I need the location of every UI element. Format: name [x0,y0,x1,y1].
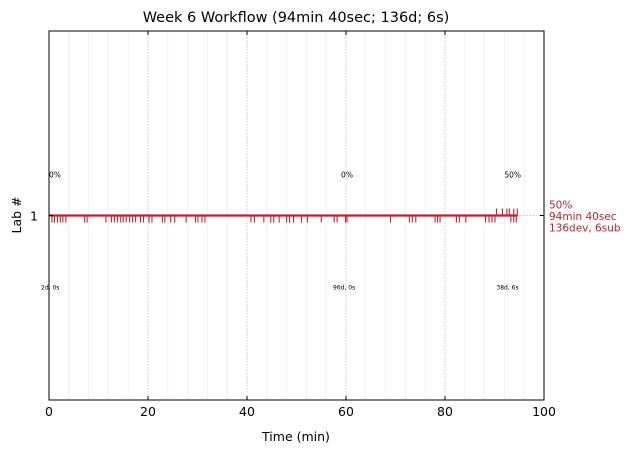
segment-count-label: 38d, 6s [496,285,518,292]
x-tick-label: 80 [437,404,453,419]
segment-labels: 0% 2d, 0s 0% 96d, 0s 50% 38d, 6s [41,171,521,292]
x-tick-label: 0 [45,404,53,419]
segment-count-label: 2d, 0s [41,285,59,292]
chart-title: Week 6 Workflow (94min 40sec; 136d; 6s) [143,10,450,26]
summary-line: 136dev, 6sub [549,223,621,235]
x-tick-label: 20 [140,404,156,419]
y-tick-label: 1 [30,209,38,224]
x-tick-label: 40 [239,404,255,419]
segment-progress-label: 0% [341,171,353,180]
summary-line: 94min 40sec [549,211,617,223]
y-axis-label: Lab # [9,196,24,233]
x-axis-ticks: 0 20 40 60 80 100 [45,31,556,419]
segment-count-label: 96d, 0s [333,285,355,292]
segment-progress-label: 0% [49,171,61,180]
summary-line: 50% [549,200,572,212]
y-axis-ticks: 1 [30,209,544,224]
x-axis-label: Time (min) [261,429,330,444]
segment-progress-label: 50% [504,171,521,180]
x-tick-label: 60 [338,404,354,419]
x-tick-label: 100 [532,404,556,419]
event-marks [51,208,518,223]
